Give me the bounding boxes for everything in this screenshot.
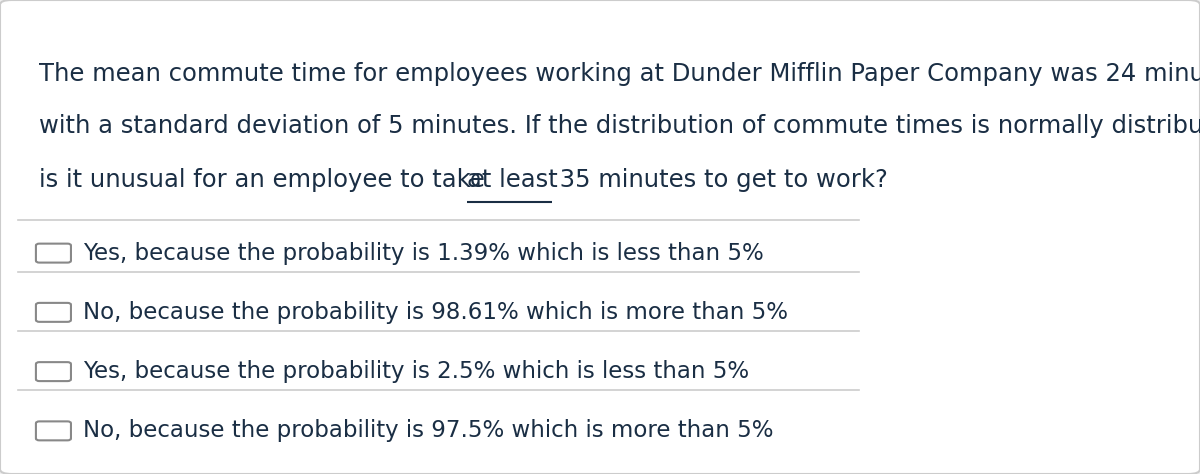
Text: No, because the probability is 98.61% which is more than 5%: No, because the probability is 98.61% wh… (83, 301, 788, 324)
Text: No, because the probability is 97.5% which is more than 5%: No, because the probability is 97.5% whi… (83, 419, 774, 442)
FancyBboxPatch shape (36, 303, 71, 322)
Text: is it unusual for an employee to take: is it unusual for an employee to take (40, 168, 493, 192)
Text: Yes, because the probability is 2.5% which is less than 5%: Yes, because the probability is 2.5% whi… (83, 360, 749, 383)
FancyBboxPatch shape (36, 362, 71, 381)
Text: Yes, because the probability is 1.39% which is less than 5%: Yes, because the probability is 1.39% wh… (83, 242, 764, 264)
Text: 35 minutes to get to work?: 35 minutes to get to work? (552, 168, 888, 192)
Text: with a standard deviation of 5 minutes. If the distribution of commute times is : with a standard deviation of 5 minutes. … (40, 114, 1200, 138)
FancyBboxPatch shape (36, 421, 71, 440)
FancyBboxPatch shape (36, 244, 71, 263)
Text: at least: at least (467, 168, 558, 192)
Text: The mean commute time for employees working at Dunder Mifflin Paper Company was : The mean commute time for employees work… (40, 62, 1200, 86)
